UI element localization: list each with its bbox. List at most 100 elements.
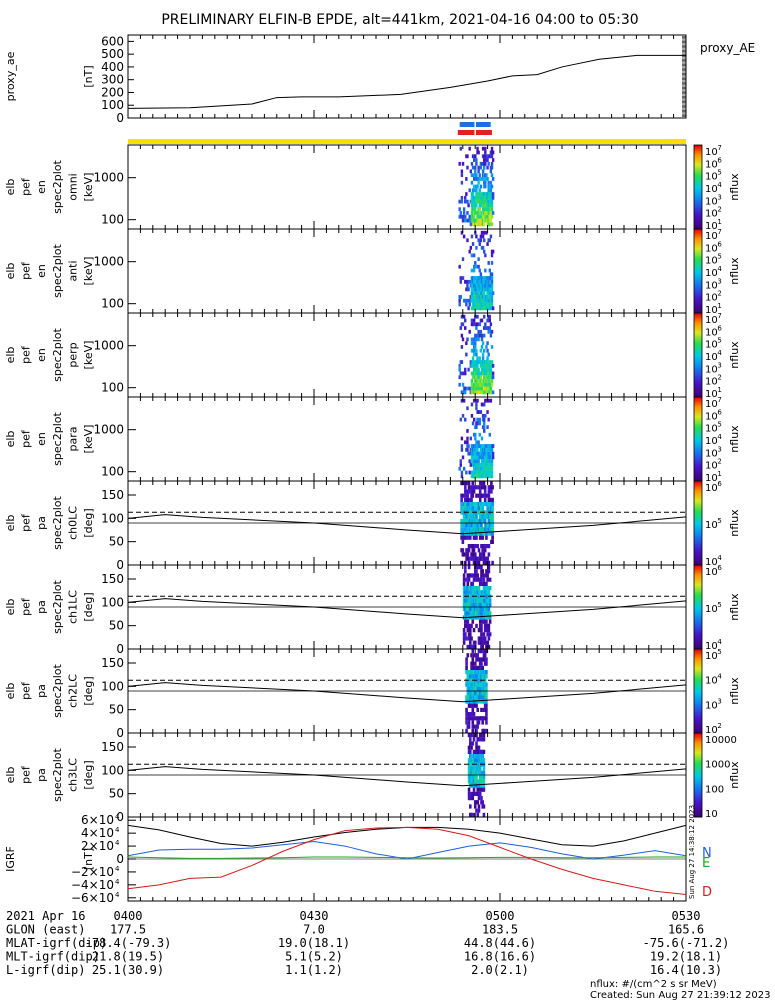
energy-spec-0-cell (491, 192, 495, 196)
energy-spec-0-colorbar-cell (694, 208, 702, 211)
pitch-spec-3-colorbar-tick-label: 100 (705, 784, 724, 795)
energy-spec-0-cell (480, 177, 484, 181)
energy-spec-2-cell (477, 367, 480, 372)
energy-spec-1-colorbar-cell (694, 237, 702, 240)
energy-spec-3-cell (476, 447, 479, 452)
energy-spec-1-cell (470, 287, 474, 292)
energy-spec-0-cell (478, 188, 481, 193)
pitch-spec-0-cell (483, 485, 487, 490)
pitch-spec-1-colorbar-cell (694, 625, 702, 629)
pitch-spec-3-colorbar-cell (694, 762, 702, 765)
pitch-spec-1-colorbar-tick-label: 10 (705, 641, 718, 652)
pitch-spec-1-cell (487, 628, 491, 633)
pitch-spec-0-cell (478, 535, 482, 540)
energy-spec-1-cell (461, 276, 465, 280)
energy-spec-1-cell (478, 276, 481, 280)
energy-spec-1-colorbar-cell (694, 252, 702, 255)
energy-spec-3-cell (460, 436, 464, 441)
energy-spec-2-cell (472, 322, 476, 327)
pitch-spec-3-cell (482, 787, 486, 792)
pitch-spec-2-cell (485, 661, 488, 666)
pitch-spec-0-colorbar-cell (694, 546, 702, 549)
energy-spec-3-colorbar-cell (694, 428, 702, 432)
proxy-ae-y-tick-label: 300 (101, 73, 124, 87)
igrf-y-tick-label: 2×10 (81, 839, 114, 853)
proxy-ae-y-tick-label: 600 (101, 34, 124, 48)
pitch-spec-0-cell (465, 527, 468, 532)
energy-spec-3-cell (477, 410, 480, 414)
pitch-spec-3-ylabel-line: pef (20, 765, 33, 784)
energy-spec-1-colorbar-cell (694, 302, 702, 306)
energy-spec-0-colorbar-cell (694, 168, 702, 171)
pitch-spec-3-colorbar-cell (694, 791, 702, 795)
energy-spec-2-cell (470, 379, 474, 383)
energy-spec-3-colorbar-tick-label: 10 (705, 461, 718, 472)
pitch-spec-3-colorbar-cell (694, 812, 702, 816)
pitch-spec-2-cell (482, 728, 486, 733)
energy-spec-3-colorbar-cell (694, 466, 702, 469)
pitch-spec-1-cell (486, 573, 489, 578)
energy-spec-3-cell (470, 402, 474, 407)
energy-spec-0-cell (476, 199, 479, 204)
energy-spec-0-cell (462, 207, 466, 212)
energy-spec-1-cell (469, 245, 473, 250)
pitch-spec-0-cell (487, 552, 491, 557)
energy-spec-0-colorbar-tick-exp: 1 (717, 218, 721, 226)
pitch-spec-0-y-tick-label: 100 (101, 511, 124, 525)
pitch-spec-0-cell (491, 506, 494, 511)
pitch-spec-2-cell (480, 661, 483, 666)
pitch-spec-2-cell (480, 707, 483, 712)
igrf-line-e (127, 856, 686, 859)
energy-spec-1-colorbar-tick-exp: 1 (717, 302, 721, 310)
pitch-spec-1-colorbar-cell (694, 571, 702, 574)
energy-spec-2-cell (461, 337, 465, 342)
pitch-spec-0-cell (490, 481, 493, 486)
ephemeris-value: -75.6(-71.2) (643, 936, 730, 950)
energy-spec-2-colorbar-cell (694, 367, 702, 371)
energy-spec-1-cell (477, 257, 480, 262)
energy-spec-3-colorbar-cell (694, 397, 702, 400)
energy-spec-0-y-tick-label: 100 (101, 213, 124, 227)
ephemeris-value: 19.2(18.1) (650, 950, 722, 964)
pitch-spec-2-colorbar-cell (694, 684, 702, 688)
pitch-spec-1-cell (475, 577, 478, 582)
pitch-spec-2-colorbar-cell (694, 730, 702, 734)
ephemeris-value: 16.4(10.3) (650, 963, 722, 977)
pitch-spec-1-cell (487, 636, 491, 641)
energy-spec-2-cell (464, 371, 467, 376)
energy-spec-1-cell (477, 264, 480, 269)
energy-spec-0-cell (477, 169, 480, 174)
pitch-spec-2-cell (477, 720, 481, 725)
energy-spec-1-cell (474, 295, 477, 299)
energy-spec-3-colorbar-cell (694, 411, 702, 415)
energy-spec-0-cell (489, 180, 493, 185)
pitch-spec-1-cell (486, 577, 489, 582)
energy-spec-3-colorbar-cell (694, 420, 702, 423)
energy-spec-3-colorbar-cell (694, 447, 702, 450)
energy-spec-0-colorbar-cell (694, 222, 702, 226)
energy-spec-1-cell (481, 306, 485, 311)
pitch-spec-0-colorbar-cell (694, 518, 702, 522)
energy-spec-3-cell (462, 466, 466, 471)
energy-spec-2-ylabel-line: perp (66, 342, 79, 367)
pitch-spec-3-cell (467, 762, 471, 767)
energy-spec-3-ylabel-line: para (66, 427, 79, 452)
pitch-spec-2-cell (467, 724, 471, 729)
energy-spec-0-cell (477, 218, 480, 223)
energy-spec-2-cell (474, 390, 477, 395)
pitch-spec-0-cell (471, 481, 475, 486)
energy-spec-0-cell (483, 158, 486, 162)
energy-spec-1-colorbar-tick-exp: 5 (717, 253, 721, 261)
energy-spec-3-colorbar-cell (694, 462, 702, 465)
energy-spec-0-cell (474, 177, 477, 181)
energy-spec-2-colorbar-cell (694, 392, 702, 396)
pitch-spec-2-ylabel-line: [deg] (82, 676, 95, 705)
energy-spec-2-ylabel-line: en (35, 348, 48, 362)
pitch-spec-0-colorbar-cell (694, 491, 702, 495)
pitch-spec-2-colorbar-cell (694, 657, 702, 660)
energy-spec-3-cell (491, 451, 495, 456)
energy-spec-2-y-tick-label: 100 (101, 381, 124, 395)
pitch-spec-0-cell (480, 552, 483, 557)
ephemeris-value: 2.0(2.1) (471, 963, 529, 977)
pitch-spec-1-cell (464, 632, 467, 637)
